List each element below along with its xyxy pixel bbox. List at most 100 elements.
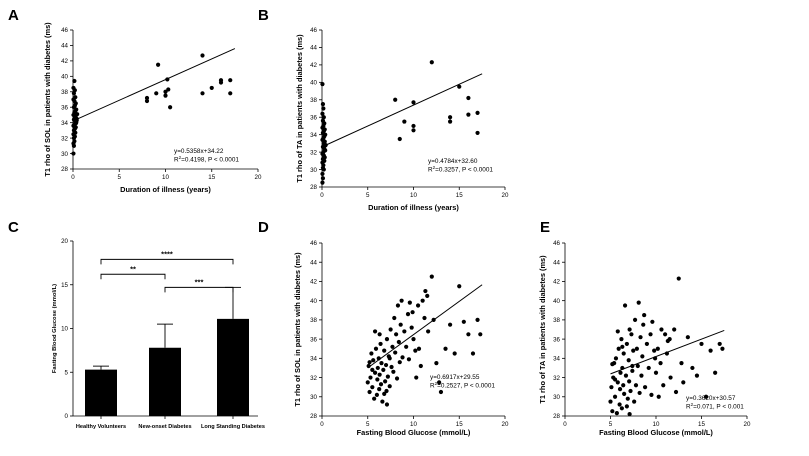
y-tick-label: 46 xyxy=(61,27,68,34)
data-point xyxy=(613,356,619,361)
data-point xyxy=(392,315,397,321)
data-point xyxy=(387,384,392,389)
data-point xyxy=(652,348,657,353)
data-point xyxy=(627,411,632,417)
regression-line xyxy=(367,284,483,369)
significance-label: *** xyxy=(195,277,204,286)
y-tick-label: 38 xyxy=(553,317,560,324)
data-point xyxy=(673,389,679,395)
data-point xyxy=(365,380,370,385)
data-point xyxy=(639,373,644,378)
data-point xyxy=(628,388,633,394)
data-point xyxy=(394,332,399,337)
data-point xyxy=(320,176,326,181)
data-point xyxy=(380,399,385,404)
data-point xyxy=(393,350,398,355)
y-tick-label: 36 xyxy=(553,336,560,343)
data-point xyxy=(320,111,325,116)
data-point xyxy=(420,298,425,303)
data-point xyxy=(640,354,645,359)
data-point xyxy=(407,300,412,305)
data-point xyxy=(638,335,643,340)
data-point xyxy=(395,303,401,308)
data-point xyxy=(653,370,659,375)
y-tick-label: 28 xyxy=(310,413,317,420)
y-tick-label: 28 xyxy=(310,184,317,191)
data-point xyxy=(619,337,624,342)
data-point xyxy=(658,361,663,366)
data-point xyxy=(617,402,622,407)
significance-bracket xyxy=(100,258,234,265)
data-point xyxy=(452,351,457,356)
data-point xyxy=(644,341,650,347)
data-point xyxy=(71,151,76,156)
data-point xyxy=(478,332,483,337)
data-point xyxy=(438,389,444,395)
data-point xyxy=(320,81,325,87)
regression-equation: y=0.6917x+29.55 xyxy=(430,374,480,381)
data-point xyxy=(228,91,233,96)
data-point xyxy=(404,344,409,349)
data-point xyxy=(321,115,326,120)
y-tick-label: 42 xyxy=(310,279,317,286)
data-point xyxy=(399,298,404,303)
y-tick-label: 38 xyxy=(310,97,317,104)
data-point xyxy=(390,344,395,349)
data-point xyxy=(382,348,387,353)
data-point xyxy=(389,364,394,370)
data-point xyxy=(617,386,623,392)
chart-panel-b: B 28 30 32 34 36 38 40 42 44 46 0 5 10 15 20 Duration of… xyxy=(258,7,509,212)
data-point xyxy=(402,119,407,124)
regression-line xyxy=(72,48,236,122)
y-tick-label: 38 xyxy=(310,317,317,324)
data-point xyxy=(371,358,376,363)
data-point xyxy=(650,319,655,324)
x-axis-label: Duration of illness (years) xyxy=(120,185,211,194)
data-point xyxy=(163,93,168,98)
data-point xyxy=(699,341,704,347)
data-point xyxy=(656,394,661,399)
data-point xyxy=(610,362,615,367)
data-point xyxy=(396,339,401,345)
data-point xyxy=(154,91,159,96)
data-point xyxy=(620,344,625,349)
data-point xyxy=(649,392,654,397)
data-point xyxy=(717,341,722,347)
data-point xyxy=(621,351,626,356)
data-point xyxy=(228,78,233,83)
data-point xyxy=(625,396,630,401)
data-point xyxy=(391,369,396,374)
y-axis-label: Fasting Blood Glucose (mmol/L) xyxy=(52,284,58,373)
data-point xyxy=(622,391,627,396)
data-point xyxy=(375,365,380,371)
data-point xyxy=(630,368,635,373)
data-point xyxy=(320,118,326,123)
y-tick-label: 32 xyxy=(310,149,317,156)
regression-equation: y=0.4784x+32.60 xyxy=(428,158,478,165)
data-point xyxy=(627,327,632,332)
panel-letter: E xyxy=(540,219,550,236)
data-point xyxy=(720,346,725,351)
data-point xyxy=(475,130,480,136)
data-point xyxy=(411,100,416,105)
y-tick-label: 40 xyxy=(310,80,317,87)
data-point xyxy=(655,346,660,351)
data-point xyxy=(72,78,77,84)
data-point xyxy=(406,357,412,362)
data-point xyxy=(437,380,442,385)
y-axis-label: T1 rho of SOL in patients with diabetes … xyxy=(293,252,302,407)
data-point xyxy=(679,361,684,366)
x-axis-label: Fasting Blood Glucose (mmol/L) xyxy=(357,428,471,437)
x-tick-label: 20 xyxy=(502,192,509,199)
data-point xyxy=(373,346,379,351)
chart-panel-e: E 28 30 32 34 36 38 40 42 44 46 0 5 10 15 20 Fasting Blo… xyxy=(538,219,751,437)
data-point xyxy=(624,341,629,347)
data-point xyxy=(629,332,634,337)
data-point xyxy=(200,91,205,96)
data-point xyxy=(621,383,626,388)
data-point xyxy=(414,375,419,380)
y-tick-label: 34 xyxy=(61,120,68,127)
x-tick-label: 15 xyxy=(208,174,215,181)
y-tick-label: 46 xyxy=(310,27,317,34)
bar xyxy=(85,369,117,416)
